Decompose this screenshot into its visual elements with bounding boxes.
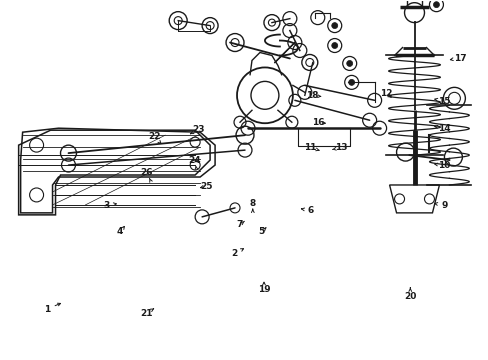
- Text: 26: 26: [141, 168, 153, 177]
- Text: 5: 5: [258, 228, 264, 237]
- Text: 20: 20: [403, 292, 416, 301]
- Text: 19: 19: [257, 285, 270, 294]
- Text: 16: 16: [312, 118, 324, 127]
- Text: 3: 3: [103, 201, 110, 210]
- Text: 15: 15: [437, 96, 450, 105]
- Text: 18: 18: [305, 91, 317, 100]
- Text: 14: 14: [437, 123, 450, 132]
- Circle shape: [331, 42, 337, 49]
- Text: 9: 9: [440, 201, 447, 210]
- Text: 10: 10: [437, 161, 449, 170]
- Text: 2: 2: [231, 249, 237, 258]
- Circle shape: [348, 80, 354, 85]
- Text: 1: 1: [44, 305, 50, 314]
- Text: 25: 25: [200, 181, 212, 190]
- Text: 4: 4: [117, 228, 123, 237]
- Text: 8: 8: [249, 199, 255, 208]
- Text: 24: 24: [188, 156, 201, 165]
- Text: 21: 21: [140, 309, 152, 318]
- Text: 11: 11: [304, 143, 316, 152]
- Circle shape: [331, 23, 337, 28]
- Text: 13: 13: [334, 143, 346, 152]
- Text: 7: 7: [236, 220, 243, 229]
- Text: 22: 22: [148, 132, 161, 141]
- Circle shape: [432, 2, 439, 8]
- Text: 12: 12: [379, 89, 391, 98]
- Circle shape: [346, 60, 352, 67]
- Text: 23: 23: [191, 125, 204, 134]
- Text: 17: 17: [453, 54, 466, 63]
- Text: 6: 6: [306, 206, 313, 215]
